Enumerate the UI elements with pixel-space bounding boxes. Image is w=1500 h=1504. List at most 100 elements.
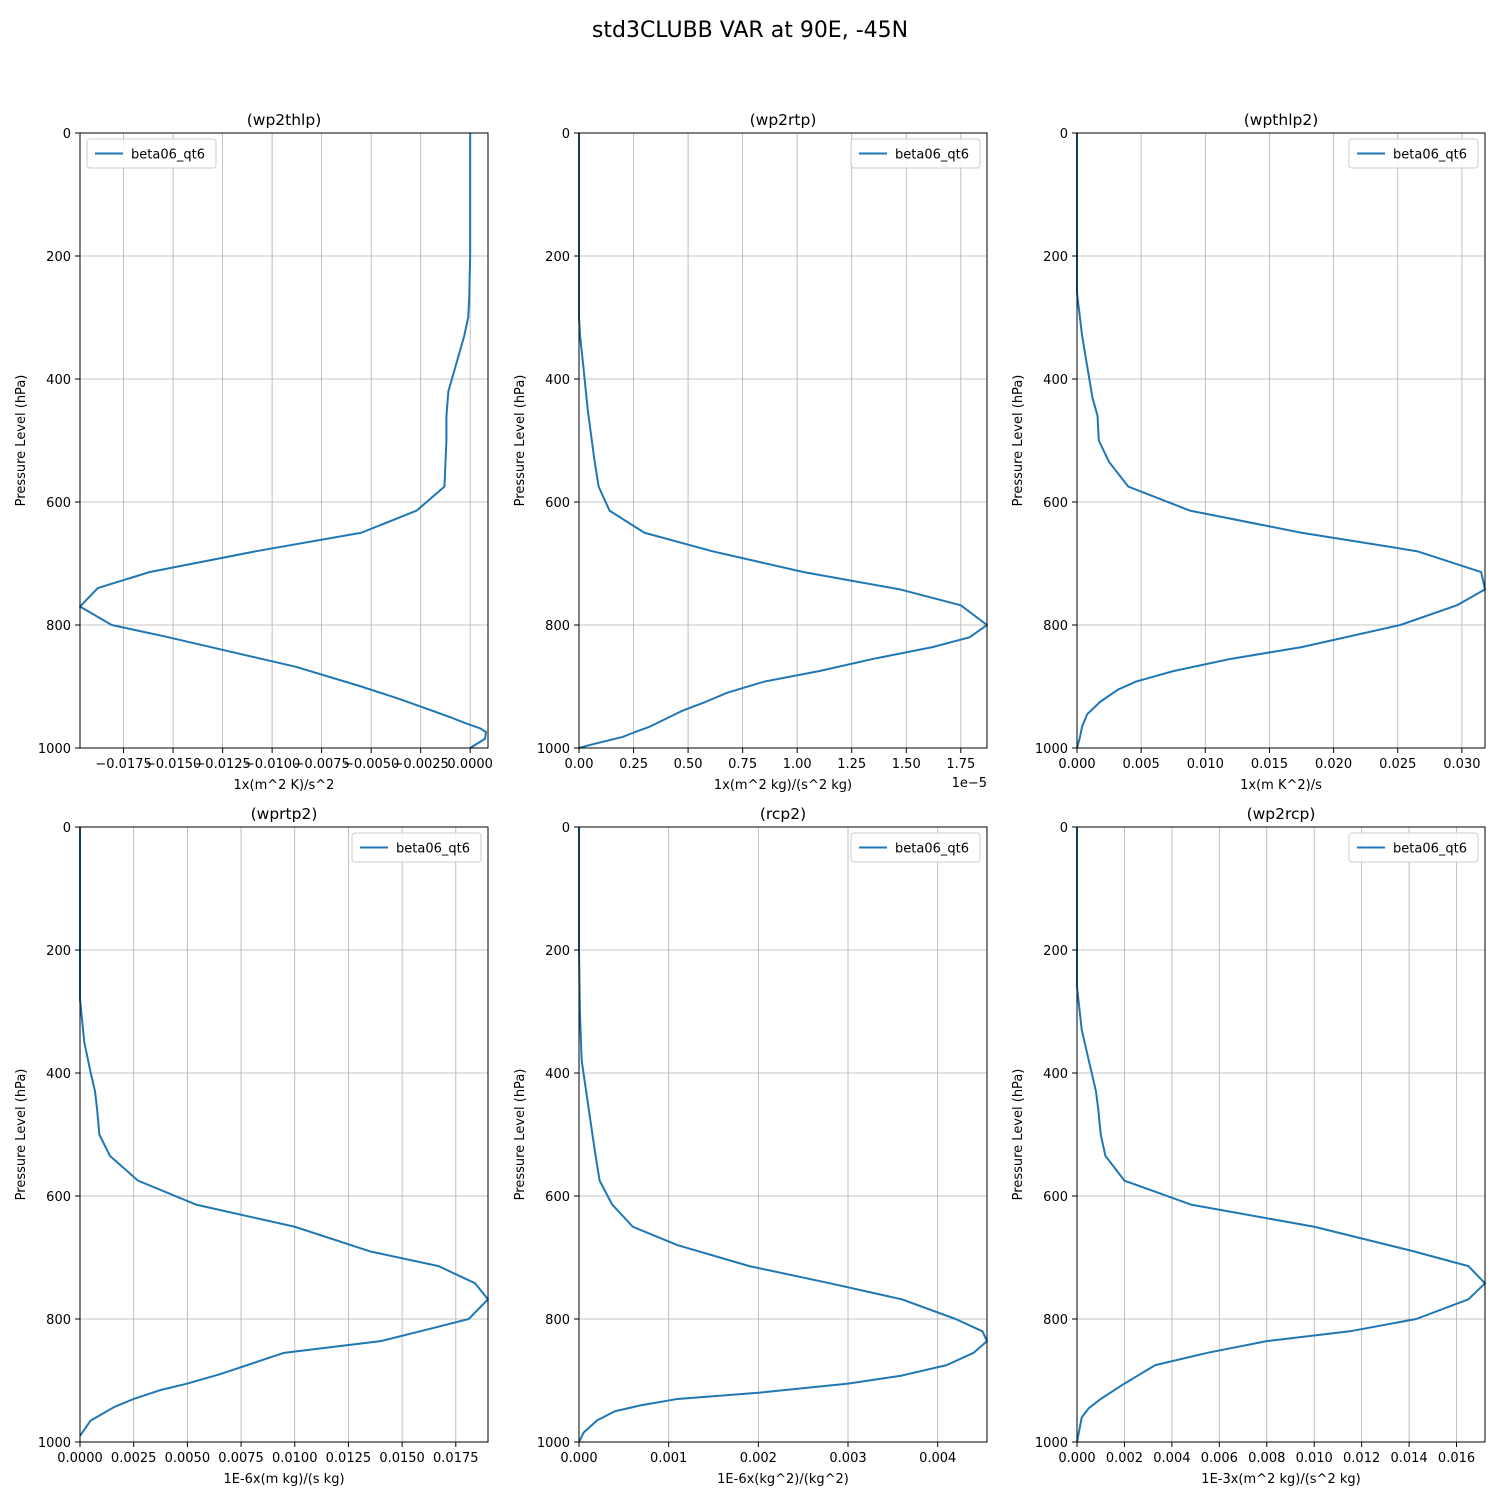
x-tick-label: 0.004 <box>919 1451 956 1466</box>
subplot-1: −0.0175−0.0150−0.0125−0.0100−0.0075−0.00… <box>14 111 493 793</box>
subplot-title: (wprtp2) <box>251 805 318 823</box>
x-tick-label: 0.000 <box>1058 757 1095 772</box>
x-axis-label: 1x(m^2 kg)/(s^2 kg) <box>714 778 852 793</box>
x-tick-label: −0.0125 <box>194 757 250 772</box>
legend-box <box>351 832 482 863</box>
x-tick-label: 0.001 <box>650 1451 687 1466</box>
x-tick-label: 0.014 <box>1390 1451 1427 1466</box>
y-tick-label: 1000 <box>1035 742 1068 757</box>
legend-label: beta06_qt6 <box>1393 148 1467 163</box>
x-axis-label: 1E-3x(m^2 kg)/(s^2 kg) <box>1201 1472 1360 1487</box>
axes-frame <box>578 132 988 749</box>
legend-label: beta06_qt6 <box>396 842 470 857</box>
series-line-beta06_qt6 <box>79 827 489 1437</box>
legend-label: beta06_qt6 <box>895 842 969 857</box>
x-tick-label: 0.020 <box>1315 757 1352 772</box>
x-tick-label: −0.0025 <box>392 757 448 772</box>
legend: beta06_qt6 <box>1348 832 1479 863</box>
x-axis-label: 1E-6x(m kg)/(s kg) <box>223 1472 344 1487</box>
y-tick-label: 0 <box>562 127 570 142</box>
x-tick-label: 1.25 <box>837 757 866 772</box>
legend-box <box>86 138 217 169</box>
y-tick-label: 800 <box>1043 1313 1068 1328</box>
y-axis-label: Pressure Level (hPa) <box>513 375 528 507</box>
legend-box <box>850 832 981 863</box>
x-axis-label: 1x(m^2 K)/s^2 <box>234 778 335 793</box>
x-tick-label: 0.0050 <box>165 1451 211 1466</box>
y-tick-label: 800 <box>545 1313 570 1328</box>
subplot-6: 0.000 0.002 0.004 0.006 0.008 0.010 0.012 0.014… <box>1011 805 1486 1487</box>
series-line-beta06_qt6 <box>578 133 988 749</box>
x-tick-label: 0.0100 <box>272 1451 318 1466</box>
y-tick-label: 200 <box>545 250 570 265</box>
x-tick-label: −0.0075 <box>293 757 349 772</box>
y-tick-label: 600 <box>46 1190 71 1205</box>
x-tick-label: 0.016 <box>1438 1451 1475 1466</box>
x-tick-label: −0.0150 <box>145 757 201 772</box>
y-tick-label: 600 <box>46 496 71 511</box>
y-tick-label: 200 <box>545 944 570 959</box>
axes-frame <box>79 132 489 749</box>
y-tick-label: 800 <box>46 619 71 634</box>
y-tick-label: 400 <box>545 373 570 388</box>
y-tick-label: 1000 <box>537 742 570 757</box>
subplot-title: (rcp2) <box>760 805 806 823</box>
y-tick-label: 0 <box>63 821 71 836</box>
legend: beta06_qt6 <box>351 832 482 863</box>
x-tick-label: 1.75 <box>946 757 975 772</box>
legend: beta06_qt6 <box>850 138 981 169</box>
series-line-beta06_qt6 <box>1076 827 1486 1443</box>
subplot-title: (wp2thlp) <box>247 111 322 129</box>
y-axis-label: Pressure Level (hPa) <box>14 375 29 507</box>
x-tick-label: −0.0050 <box>343 757 399 772</box>
x-tick-label: 0.000 <box>1058 1451 1095 1466</box>
x-axis-label: 1x(m K^2)/s <box>1240 778 1322 793</box>
y-tick-label: 600 <box>545 1190 570 1205</box>
x-tick-label: 0.0025 <box>111 1451 157 1466</box>
axes-frame <box>79 826 489 1443</box>
x-tick-label: 0.025 <box>1379 757 1416 772</box>
y-tick-label: 1000 <box>1035 1436 1068 1451</box>
x-tick-label: 0.005 <box>1123 757 1160 772</box>
x-tick-label: 0.006 <box>1201 1451 1238 1466</box>
y-tick-label: 600 <box>1043 1190 1068 1205</box>
x-tick-label: 1.00 <box>783 757 812 772</box>
legend: beta06_qt6 <box>1348 138 1479 169</box>
y-tick-label: 800 <box>46 1313 71 1328</box>
x-tick-label: 0.0000 <box>447 757 493 772</box>
axes-frame <box>1076 132 1486 749</box>
y-tick-label: 0 <box>1060 821 1068 836</box>
figure-title: std3CLUBB VAR at 90E, -45N <box>592 18 908 43</box>
legend-label: beta06_qt6 <box>895 148 969 163</box>
x-axis-label: 1E-6x(kg^2)/(kg^2) <box>717 1472 849 1487</box>
y-tick-label: 1000 <box>537 1436 570 1451</box>
series-line-beta06_qt6 <box>578 827 988 1443</box>
y-tick-label: 1000 <box>38 742 71 757</box>
x-tick-label: 0.008 <box>1248 1451 1285 1466</box>
y-tick-label: 600 <box>1043 496 1068 511</box>
legend: beta06_qt6 <box>850 832 981 863</box>
x-tick-label: 0.0150 <box>379 1451 425 1466</box>
series-line-beta06_qt6 <box>79 133 488 749</box>
y-tick-label: 0 <box>63 127 71 142</box>
x-tick-label: 0.75 <box>728 757 757 772</box>
x-tick-label: 0.010 <box>1296 1451 1333 1466</box>
x-tick-label: 0.0000 <box>57 1451 103 1466</box>
y-tick-label: 400 <box>46 373 71 388</box>
series-line-beta06_qt6 <box>1076 133 1486 749</box>
subplot-title: (wp2rcp) <box>1247 805 1316 823</box>
subplot-3: 0.000 0.005 0.010 0.015 0.020 0.025 0.030 0 200 4… <box>1011 111 1486 793</box>
x-tick-label: 0.012 <box>1343 1451 1380 1466</box>
y-axis-label: Pressure Level (hPa) <box>513 1069 528 1201</box>
subplot-title: (wp2rtp) <box>750 111 817 129</box>
subplot-5: 0.000 0.001 0.002 0.003 0.004 0 200 400 600 800 10… <box>513 805 988 1487</box>
x-tick-label: 0.010 <box>1187 757 1224 772</box>
axes-frame <box>1076 826 1486 1443</box>
legend-box <box>850 138 981 169</box>
x-tick-label: 0.002 <box>740 1451 777 1466</box>
axes-frame <box>578 826 988 1443</box>
x-tick-label: 0.003 <box>829 1451 866 1466</box>
y-axis-label: Pressure Level (hPa) <box>14 1069 29 1201</box>
